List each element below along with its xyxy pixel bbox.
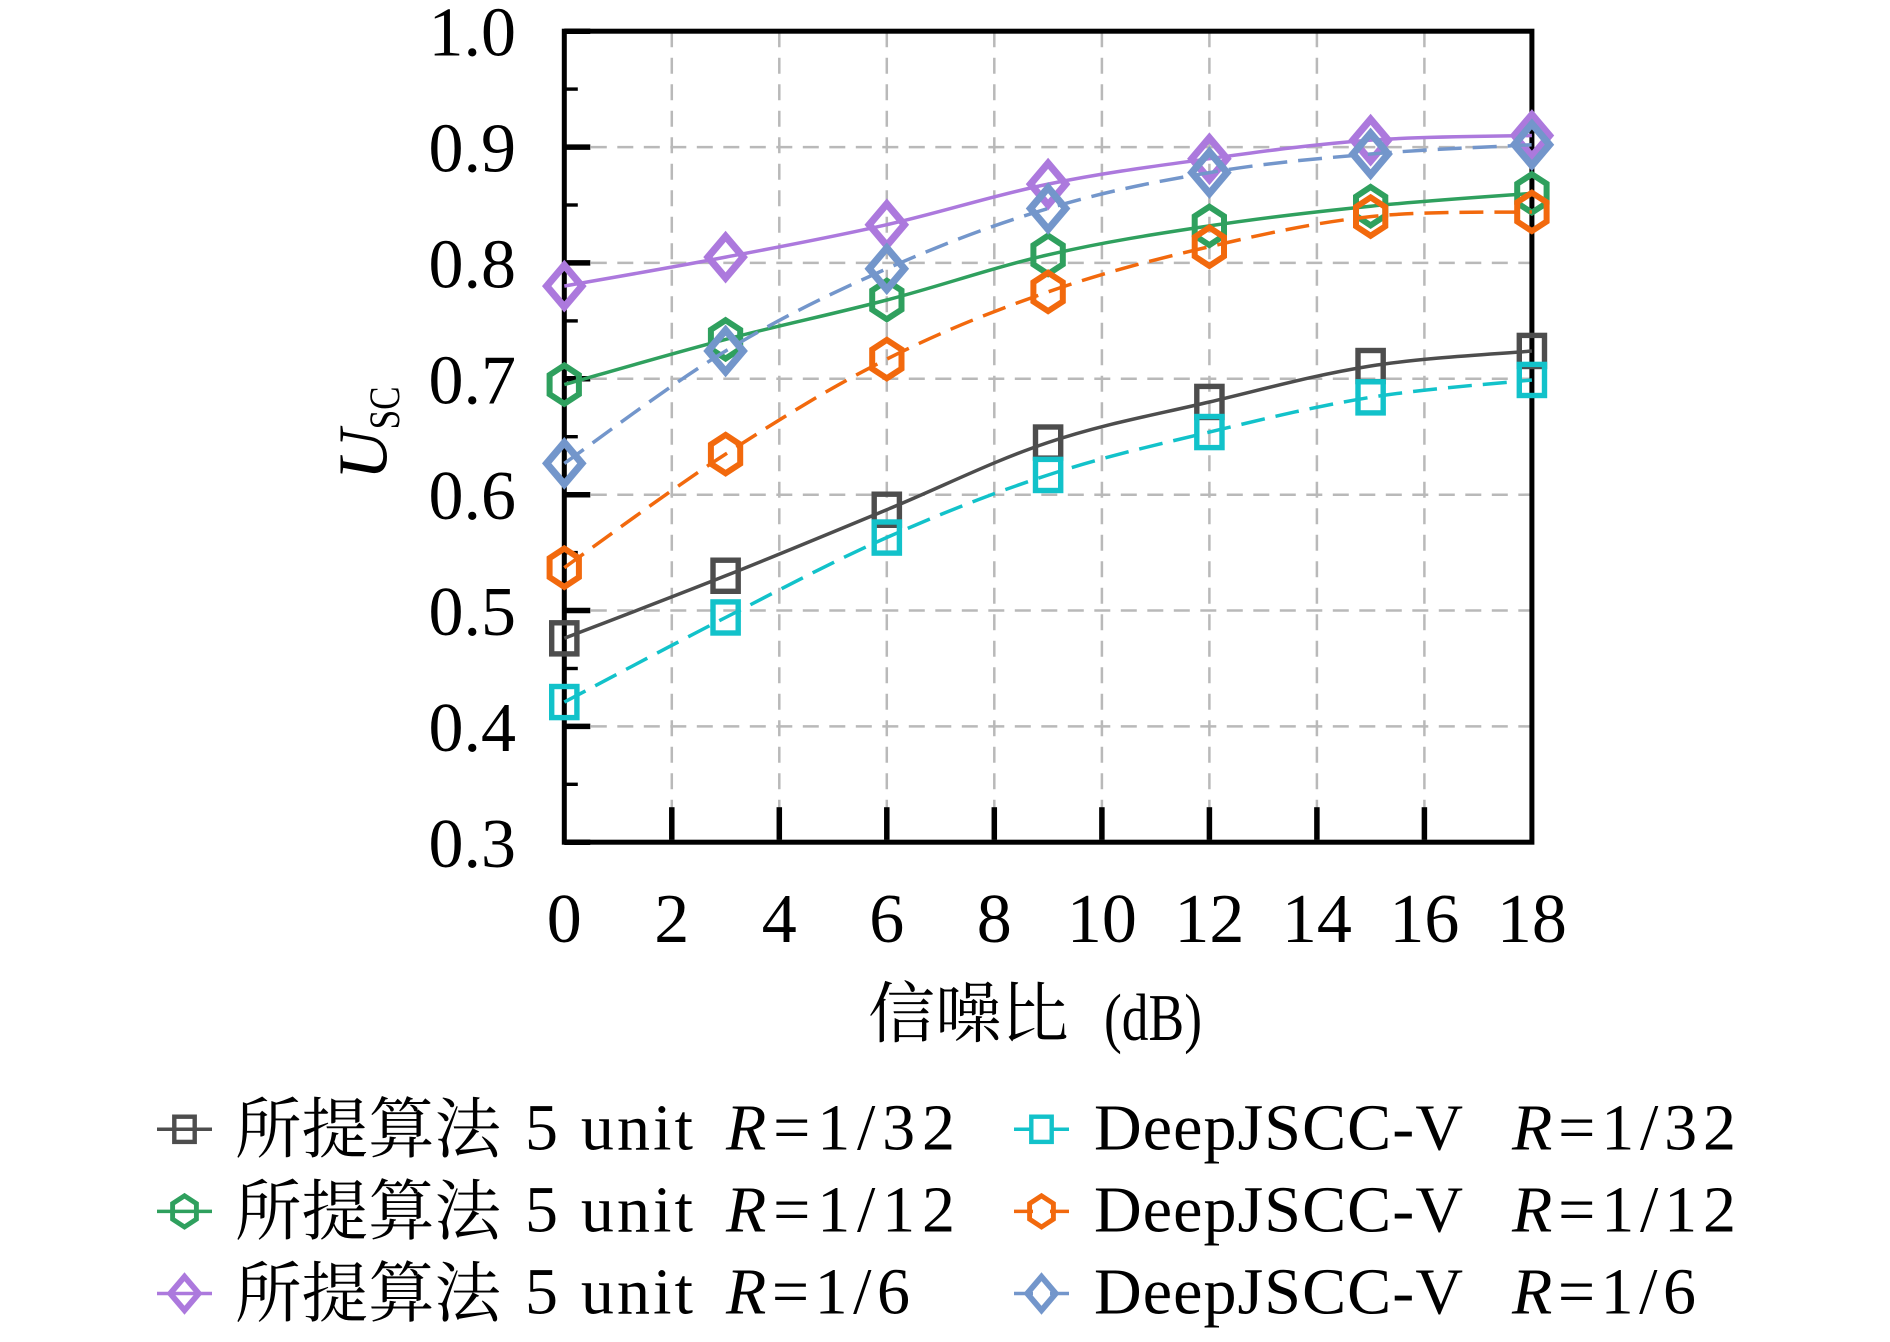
svg-text:6: 6 bbox=[869, 881, 904, 958]
svg-text:10: 10 bbox=[1067, 881, 1137, 958]
svg-text:USC: USC bbox=[326, 386, 410, 480]
svg-text:14: 14 bbox=[1282, 881, 1352, 958]
svg-text:2: 2 bbox=[654, 881, 689, 958]
svg-text:5 unit: 5 unit bbox=[525, 1173, 693, 1246]
svg-text:R=1/6: R=1/6 bbox=[725, 1256, 910, 1329]
svg-text:DeepJSCC-V: DeepJSCC-V bbox=[1094, 1173, 1463, 1246]
svg-text:4: 4 bbox=[762, 881, 797, 958]
svg-text:(dB): (dB) bbox=[1104, 981, 1202, 1055]
svg-text:0.6: 0.6 bbox=[429, 458, 517, 535]
svg-text:DeepJSCC-V: DeepJSCC-V bbox=[1094, 1256, 1463, 1329]
svg-text:R=1/12: R=1/12 bbox=[1511, 1173, 1736, 1246]
svg-text:0.7: 0.7 bbox=[429, 342, 517, 419]
svg-text:R=1/6: R=1/6 bbox=[1511, 1256, 1696, 1329]
svg-text:18: 18 bbox=[1497, 881, 1567, 958]
svg-text:0.8: 0.8 bbox=[429, 226, 517, 303]
svg-text:5 unit: 5 unit bbox=[525, 1256, 693, 1329]
svg-text:5 unit: 5 unit bbox=[525, 1091, 693, 1164]
svg-text:12: 12 bbox=[1174, 881, 1244, 958]
svg-text:0.5: 0.5 bbox=[429, 574, 517, 651]
svg-text:8: 8 bbox=[977, 881, 1012, 958]
svg-text:R=1/32: R=1/32 bbox=[1511, 1091, 1736, 1164]
svg-text:1.0: 1.0 bbox=[429, 0, 517, 72]
svg-text:0.4: 0.4 bbox=[429, 690, 517, 767]
svg-text:0: 0 bbox=[547, 881, 582, 958]
svg-text:0.3: 0.3 bbox=[429, 806, 517, 883]
svg-text:16: 16 bbox=[1389, 881, 1459, 958]
svg-text:0.9: 0.9 bbox=[429, 111, 517, 188]
svg-text:DeepJSCC-V: DeepJSCC-V bbox=[1094, 1091, 1463, 1164]
